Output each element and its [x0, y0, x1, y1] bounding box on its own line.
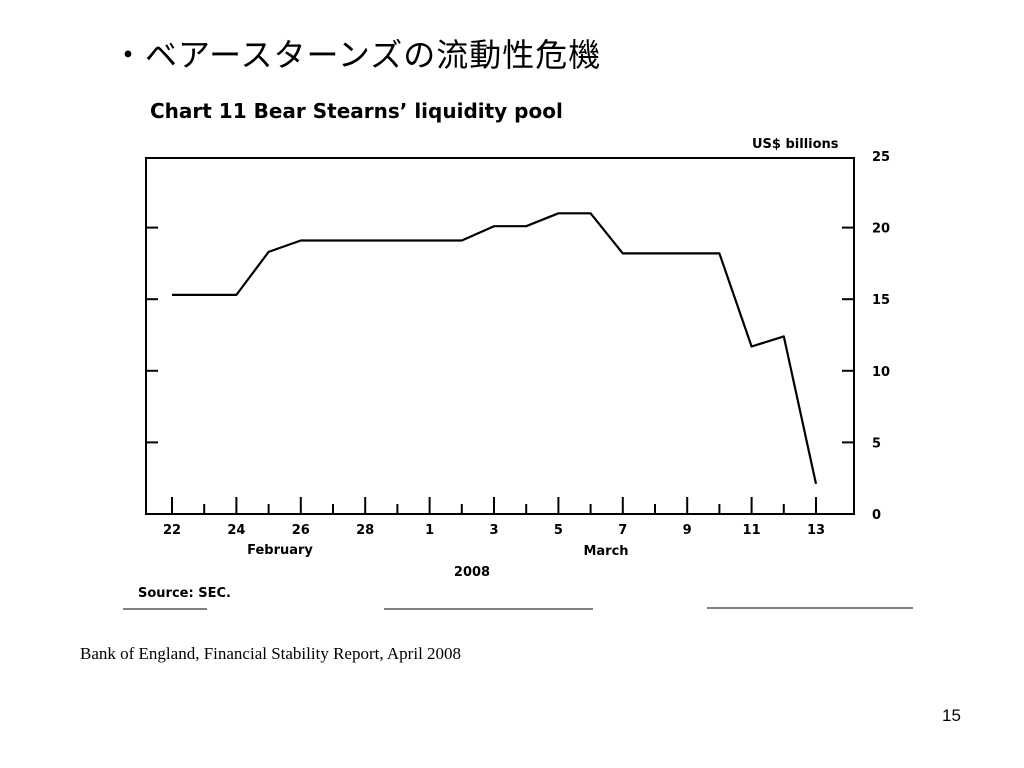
y-axis-unit-label: US$ billions [752, 137, 839, 152]
x-tick-label: 26 [292, 523, 310, 538]
x-tick-label: 24 [227, 523, 245, 538]
series-line-liquidity-pool [172, 212, 818, 485]
x-tick-label: 13 [807, 523, 825, 538]
month-label-march: March [583, 544, 628, 559]
slide-caption: Bank of England, Financial Stability Rep… [80, 644, 462, 663]
x-tick-label: 9 [683, 523, 692, 538]
y-tick-label: 5 [872, 436, 881, 451]
x-tick-label: 7 [618, 523, 627, 538]
chart-source: Source: SEC. [138, 586, 231, 601]
x-tick-label: 3 [489, 523, 498, 538]
y-tick-label: 20 [872, 222, 890, 237]
x-tick-label: 22 [163, 523, 181, 538]
chart-title: Chart 11 Bear Stearns’ liquidity pool [150, 99, 563, 123]
y-tick-label: 25 [872, 150, 890, 165]
y-tick-label: 10 [872, 365, 890, 380]
y-tick-label: 0 [872, 508, 881, 523]
x-tick-label: 5 [554, 523, 563, 538]
x-tick-label: 11 [743, 523, 761, 538]
year-label: 2008 [454, 565, 490, 580]
page-number: 15 [942, 706, 961, 725]
slide-title: ・ベアースターンズの流動性危機 [112, 36, 602, 74]
x-tick-label: 1 [425, 523, 434, 538]
month-label-february: February [247, 543, 313, 558]
y-tick-label: 15 [872, 293, 890, 308]
x-tick-label: 28 [356, 523, 374, 538]
plot-frame [145, 157, 855, 515]
